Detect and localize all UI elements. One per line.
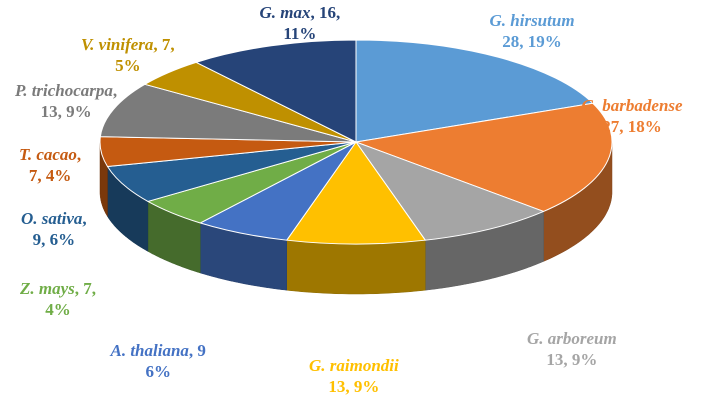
slice-label-value: , 7, (153, 35, 175, 54)
slice-label-value: 9, 6% (32, 230, 76, 249)
slice-label-name: G. hirsutum (489, 11, 575, 30)
slice-label-name: G. barbadense (581, 96, 683, 115)
slice-label: O. sativa, 9, 6% (21, 208, 87, 250)
slice-label: G. hirsutum 28, 19% (490, 10, 575, 52)
slice-label: G. raimondii 13, 9% (309, 355, 399, 397)
pie-slice (355, 102, 613, 212)
slice-label-name: Z. mays (20, 279, 75, 298)
slice-label: Z. mays, 7, 4% (20, 278, 96, 320)
slice-label: G. arboreum 13, 9% (527, 328, 617, 370)
slice-label-name: A. thaliana (110, 341, 189, 360)
pie-slice (195, 39, 357, 143)
pie-slice (99, 83, 357, 143)
slice-label: T. cacao, 7, 4% (19, 144, 81, 186)
slice-label-value: 6% (145, 362, 171, 381)
slice-label: V. vinifera, 7, 5% (81, 34, 175, 76)
slice-label-value: , 16, (310, 3, 341, 22)
slice-label-value: , (76, 145, 82, 164)
slice-label-value: 27, 18% (602, 117, 662, 136)
slice-label-value: 11% (283, 24, 317, 43)
pie-slice (355, 39, 594, 143)
slice-label: P. trichocarpa, 13, 9% (15, 80, 117, 122)
slice-label: A. thaliana, 9 6% (111, 340, 206, 382)
slice-label-value: 5% (115, 56, 141, 75)
slice-label-name: V. vinifera (81, 35, 154, 54)
slice-label-value: , 9 (188, 341, 206, 360)
slice-label-value: 13, 9% (40, 102, 92, 121)
slice-label-name: G. raimondii (309, 356, 399, 375)
slice-label-name: G. arboreum (527, 329, 617, 348)
slice-label-name: P. trichocarpa (15, 81, 113, 100)
pie-slice (355, 141, 545, 241)
slice-label-name: O. sativa (21, 209, 83, 228)
slice-label-value: , (112, 81, 118, 100)
slice-label-value: , (82, 209, 87, 228)
slice-label-value: 13, 9% (546, 350, 598, 369)
pie-slice-side (286, 239, 426, 295)
slice-label-name: T. cacao (19, 145, 77, 164)
slice-label-name: G. max (259, 3, 311, 22)
slice-label-value: 13, 9% (328, 377, 380, 396)
slice-label: G. max, 16, 11% (260, 2, 341, 44)
slice-label-value: 7, 4% (28, 166, 72, 185)
slice-label: G. barbadense 27, 18% (582, 95, 683, 137)
pie-slice (286, 141, 426, 245)
slice-label-value: , 7, (74, 279, 97, 298)
slice-label-value: 4% (45, 300, 71, 319)
pie-slices (99, 39, 613, 245)
pie-side-walls (99, 142, 613, 295)
slice-label-value: 28, 19% (502, 32, 562, 51)
